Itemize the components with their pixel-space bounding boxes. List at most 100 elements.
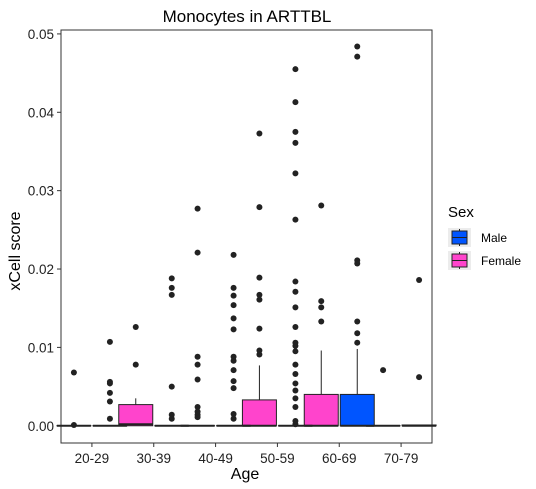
- outlier-point: [194, 403, 201, 410]
- x-tick-label: 70-79: [384, 451, 419, 466]
- y-axis: 0.00 0.01 0.02 0.03 0.04 0.05: [28, 27, 61, 434]
- outlier-point: [318, 298, 325, 305]
- outlier-point: [354, 330, 361, 337]
- outlier-point: [354, 43, 361, 50]
- outlier-point: [292, 288, 299, 295]
- outlier-point: [292, 139, 299, 146]
- outlier-point: [292, 421, 299, 428]
- box-female-40-49: [180, 205, 216, 427]
- outlier-point: [292, 99, 299, 106]
- x-axis: 20-29 30-39 40-49 50-59 60-69 70-79: [75, 443, 419, 466]
- outlier-point: [292, 387, 299, 394]
- y-tick-label: 0.02: [28, 262, 54, 277]
- outlier-point: [70, 369, 77, 376]
- outlier-point: [354, 53, 361, 60]
- legend-title: Sex: [448, 204, 474, 221]
- outlier-point: [416, 374, 423, 381]
- outlier-point: [292, 170, 299, 177]
- x-tick-label: 60-69: [322, 451, 357, 466]
- outlier-point: [106, 389, 113, 396]
- outlier-point: [256, 204, 263, 211]
- outlier-point: [194, 353, 201, 360]
- outlier-point: [292, 216, 299, 223]
- y-tick-label: 0.03: [28, 184, 54, 199]
- outlier-point: [292, 324, 299, 331]
- outlier-point: [132, 324, 139, 331]
- outlier-point: [168, 284, 175, 291]
- box-male-20-29: [92, 338, 128, 427]
- outlier-point: [292, 278, 299, 285]
- y-tick-label: 0.00: [28, 419, 54, 434]
- outlier-point: [230, 292, 237, 299]
- box-body: [241, 399, 277, 427]
- boxes-layer: [56, 43, 437, 428]
- outlier-point: [292, 304, 299, 311]
- x-axis-title: Age: [231, 466, 260, 483]
- outlier-point: [168, 415, 175, 422]
- outlier-point: [318, 202, 325, 209]
- outlier-point: [230, 251, 237, 258]
- outlier-point: [354, 260, 361, 267]
- box-male-70-79: [401, 276, 437, 427]
- outlier-point: [106, 398, 113, 405]
- box-female-60-69: [303, 202, 339, 427]
- box-body: [303, 393, 339, 427]
- outlier-point: [230, 315, 237, 322]
- outlier-point: [194, 361, 201, 368]
- legend: Sex Male Female: [448, 204, 521, 270]
- x-tick-label: 40-49: [198, 451, 233, 466]
- outlier-point: [292, 395, 299, 402]
- outlier-point: [168, 291, 175, 298]
- outlier-point: [292, 380, 299, 387]
- outlier-point: [292, 128, 299, 135]
- outlier-point: [256, 296, 263, 303]
- outlier-point: [230, 302, 237, 309]
- box-body: [339, 393, 375, 427]
- y-axis-title: xCell score: [7, 211, 24, 290]
- chart-title: Monocytes in ARTTBL: [163, 7, 332, 26]
- outlier-point: [230, 284, 237, 291]
- outlier-point: [194, 414, 201, 421]
- outlier-point: [380, 367, 387, 374]
- outlier-point: [230, 385, 237, 392]
- outlier-point: [256, 325, 263, 332]
- outlier-point: [354, 339, 361, 346]
- outlier-point: [292, 348, 299, 355]
- outlier-point: [194, 249, 201, 256]
- box-male-30-39: [154, 275, 190, 427]
- outlier-point: [354, 318, 361, 325]
- outlier-point: [194, 205, 201, 212]
- outlier-point: [292, 361, 299, 368]
- outlier-point: [168, 275, 175, 282]
- outlier-point: [292, 403, 299, 410]
- outlier-point: [416, 276, 423, 283]
- y-tick-label: 0.01: [28, 340, 54, 355]
- outlier-point: [256, 130, 263, 137]
- outlier-point: [256, 291, 263, 298]
- outlier-point: [292, 371, 299, 378]
- outlier-point: [318, 304, 325, 311]
- outlier-point: [230, 367, 237, 374]
- x-tick-label: 50-59: [260, 451, 295, 466]
- outlier-point: [256, 274, 263, 281]
- outlier-point: [132, 361, 139, 368]
- box-male-60-69: [339, 43, 375, 427]
- outlier-point: [256, 351, 263, 358]
- box-female-30-39: [118, 324, 154, 427]
- outlier-point: [106, 338, 113, 345]
- outlier-point: [106, 415, 113, 422]
- box-body: [118, 404, 154, 427]
- box-female-20-29: [56, 369, 92, 428]
- outlier-point: [194, 376, 201, 383]
- x-tick-label: 30-39: [136, 451, 171, 466]
- outlier-point: [292, 342, 299, 349]
- outlier-point: [230, 411, 237, 418]
- outlier-point: [70, 421, 77, 428]
- outlier-point: [230, 326, 237, 333]
- x-tick-label: 20-29: [75, 451, 110, 466]
- outlier-point: [106, 380, 113, 387]
- legend-label-male: Male: [481, 231, 507, 245]
- outlier-point: [168, 383, 175, 390]
- outlier-point: [230, 415, 237, 422]
